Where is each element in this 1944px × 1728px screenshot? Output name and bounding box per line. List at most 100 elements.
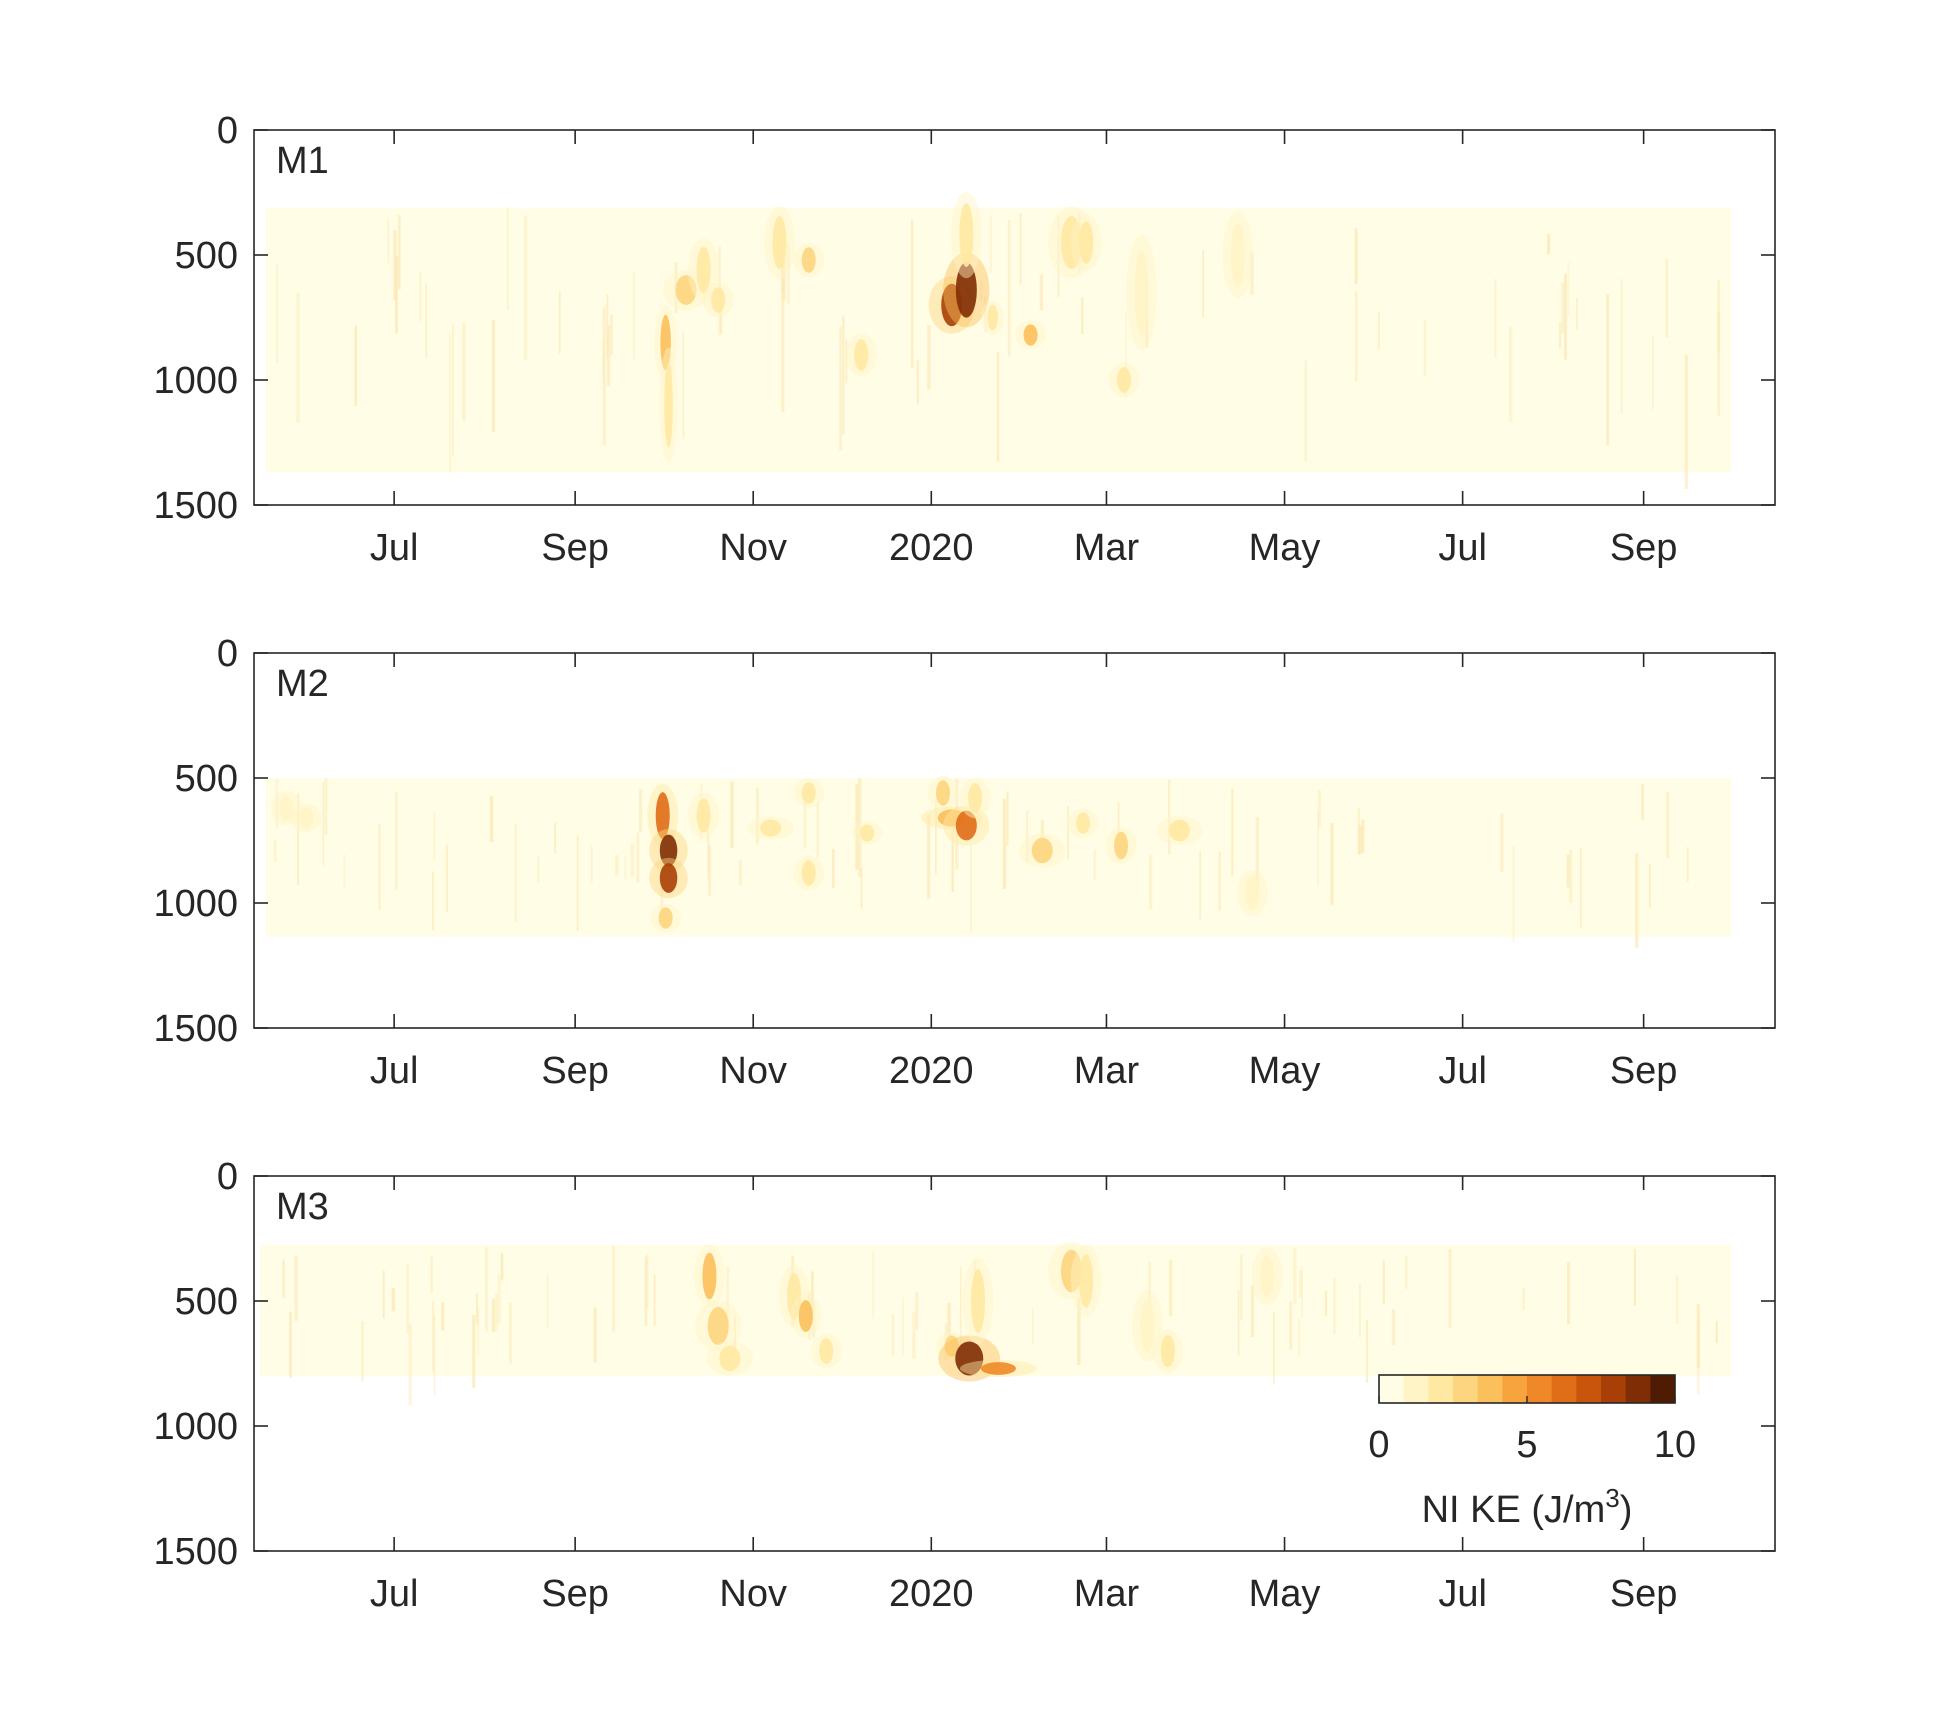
heatmap-streak <box>1007 219 1011 357</box>
heatmap-feature <box>659 834 678 867</box>
x-tick-label: Jul <box>1438 1050 1487 1092</box>
heatmap-streak <box>491 1298 496 1332</box>
heatmap-streak <box>475 1293 478 1325</box>
panel-m1: M1 0 500 1000 1500 Jul Sep Nov 2020 Mar May Jul Sep <box>153 110 1776 569</box>
heatmap-streak <box>492 319 495 433</box>
heatmap-streak <box>441 1302 445 1331</box>
y-tick-label: 1000 <box>153 883 238 925</box>
heatmap-streak <box>1633 1248 1637 1306</box>
heatmap-streak <box>391 1287 395 1312</box>
heatmap-streak <box>289 1311 292 1378</box>
heatmap-streak <box>1522 1287 1525 1310</box>
heatmap-streak <box>1273 1311 1275 1384</box>
heatmap-streak <box>1057 215 1060 298</box>
heatmap-streak <box>1077 1297 1081 1365</box>
heatmap-streak <box>324 778 328 835</box>
heatmap-streak <box>297 793 299 886</box>
heatmap-streak <box>484 1247 489 1332</box>
heatmap-streak <box>1569 849 1573 903</box>
heatmap-streak <box>1494 279 1497 358</box>
heatmap-streak <box>590 845 593 883</box>
heatmap-streak <box>1576 297 1578 330</box>
x-tick-label: Nov <box>719 1050 787 1092</box>
heatmap-streak <box>719 305 723 334</box>
heatmap-streak <box>322 782 325 866</box>
heatmap-streak <box>630 844 634 877</box>
y-tick-label: 0 <box>217 110 238 152</box>
heatmap-streak <box>1684 354 1688 489</box>
axes-box <box>253 652 1776 1029</box>
x-tick-label: Sep <box>1610 1573 1678 1615</box>
heatmap-feature <box>787 1272 802 1320</box>
heatmap-streak <box>1250 1285 1255 1338</box>
heatmap-feature <box>1168 819 1190 842</box>
heatmap-streak <box>935 798 937 875</box>
panel-m2: M2 0 500 1000 1500 Jul Sep Nov 2020 Mar May Jul Sep <box>153 633 1776 1092</box>
heatmap-feature <box>299 807 314 829</box>
heatmap-streak <box>1237 1290 1240 1356</box>
heatmap-streak <box>1292 1248 1297 1305</box>
heatmap-streak <box>812 1301 816 1338</box>
heatmap-streak <box>927 814 931 899</box>
heatmap-streak <box>872 1251 875 1319</box>
heatmap-feature <box>696 246 711 294</box>
heatmap-streak <box>1448 1249 1452 1328</box>
heatmap-streak <box>1377 311 1380 350</box>
heatmap-streak <box>707 826 710 880</box>
heatmap-streak <box>449 333 452 473</box>
heatmap-streak <box>1067 805 1069 860</box>
colorbar-swatch <box>1576 1375 1602 1403</box>
heatmap-streak <box>891 1314 895 1356</box>
heatmap-streak <box>1039 274 1043 311</box>
heatmap-streak <box>858 778 862 877</box>
heatmap-streak <box>1117 801 1120 862</box>
heatmap-streak <box>638 789 643 832</box>
heatmap-feature <box>772 215 787 270</box>
heatmap-streak <box>382 1270 385 1319</box>
heatmap-streak <box>408 1323 412 1405</box>
heatmap-streak <box>756 788 759 845</box>
heatmap-streak <box>1301 1266 1303 1318</box>
heatmap-streak <box>433 1314 436 1396</box>
heatmap-streak <box>1382 1260 1385 1305</box>
heatmap-feature <box>1116 367 1131 393</box>
heatmap-feature <box>798 1300 813 1332</box>
heatmap-streak <box>558 291 561 354</box>
x-tick-label: Sep <box>541 1573 609 1615</box>
x-tick-label: Jul <box>370 1050 419 1092</box>
x-tick-label: Mar <box>1074 1573 1140 1615</box>
x-tick-label: 2020 <box>889 1573 974 1615</box>
colorbar-swatch <box>1601 1375 1627 1403</box>
heatmap-streak <box>610 314 613 356</box>
heatmap-streak <box>514 823 517 923</box>
x-tick-label: May <box>1249 527 1321 569</box>
x-tick-label: Mar <box>1074 527 1140 569</box>
x-tick-label: Sep <box>1610 1050 1678 1092</box>
heatmap-feature <box>854 339 869 371</box>
heatmap-streak <box>275 264 279 363</box>
heatmap-streak <box>445 844 448 912</box>
heatmap-streak <box>1665 259 1669 338</box>
heatmap-streak <box>489 796 494 842</box>
heatmap-streak <box>831 848 835 889</box>
heatmap-feature <box>660 314 671 371</box>
heatmap-streak <box>1019 213 1022 285</box>
colorbar-swatch <box>1551 1375 1577 1403</box>
heatmap-feature <box>1023 324 1038 346</box>
heatmap-feature <box>702 1252 717 1300</box>
x-tick-label: May <box>1249 1573 1321 1615</box>
x-tick-label: 2020 <box>889 527 974 569</box>
heatmap-feature <box>1079 221 1094 264</box>
heatmap-streak <box>910 219 914 369</box>
heatmap-feature <box>955 262 977 318</box>
heatmap-streak <box>1715 1321 1718 1344</box>
heatmap-feature <box>1076 812 1091 834</box>
heatmap-streak <box>1250 252 1254 295</box>
heatmap-feature <box>971 1269 986 1333</box>
panel-label: M2 <box>276 663 329 705</box>
heatmap-streak <box>602 307 607 445</box>
x-tick-label: Sep <box>541 1050 609 1092</box>
heatmap-streak <box>1231 788 1234 876</box>
heatmap-streak <box>395 791 398 890</box>
